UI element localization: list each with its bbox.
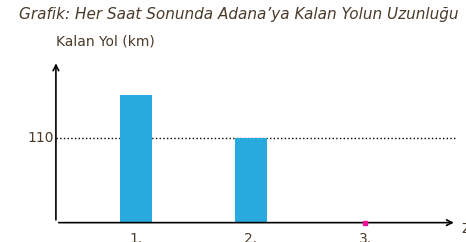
Text: 110: 110 xyxy=(27,131,54,145)
Text: Grafik: Her Saat Sonunda Adana’ya Kalan Yolun Uzunluğu: Grafik: Her Saat Sonunda Adana’ya Kalan … xyxy=(19,7,458,22)
Text: 3.: 3. xyxy=(358,232,372,242)
Text: Kalan Yol (km): Kalan Yol (km) xyxy=(56,35,155,49)
Bar xyxy=(120,95,152,223)
Bar xyxy=(234,138,267,223)
Text: 2.: 2. xyxy=(244,232,257,242)
Text: 1.: 1. xyxy=(130,232,143,242)
Text: Zaman (Saat): Zaman (Saat) xyxy=(462,222,466,236)
